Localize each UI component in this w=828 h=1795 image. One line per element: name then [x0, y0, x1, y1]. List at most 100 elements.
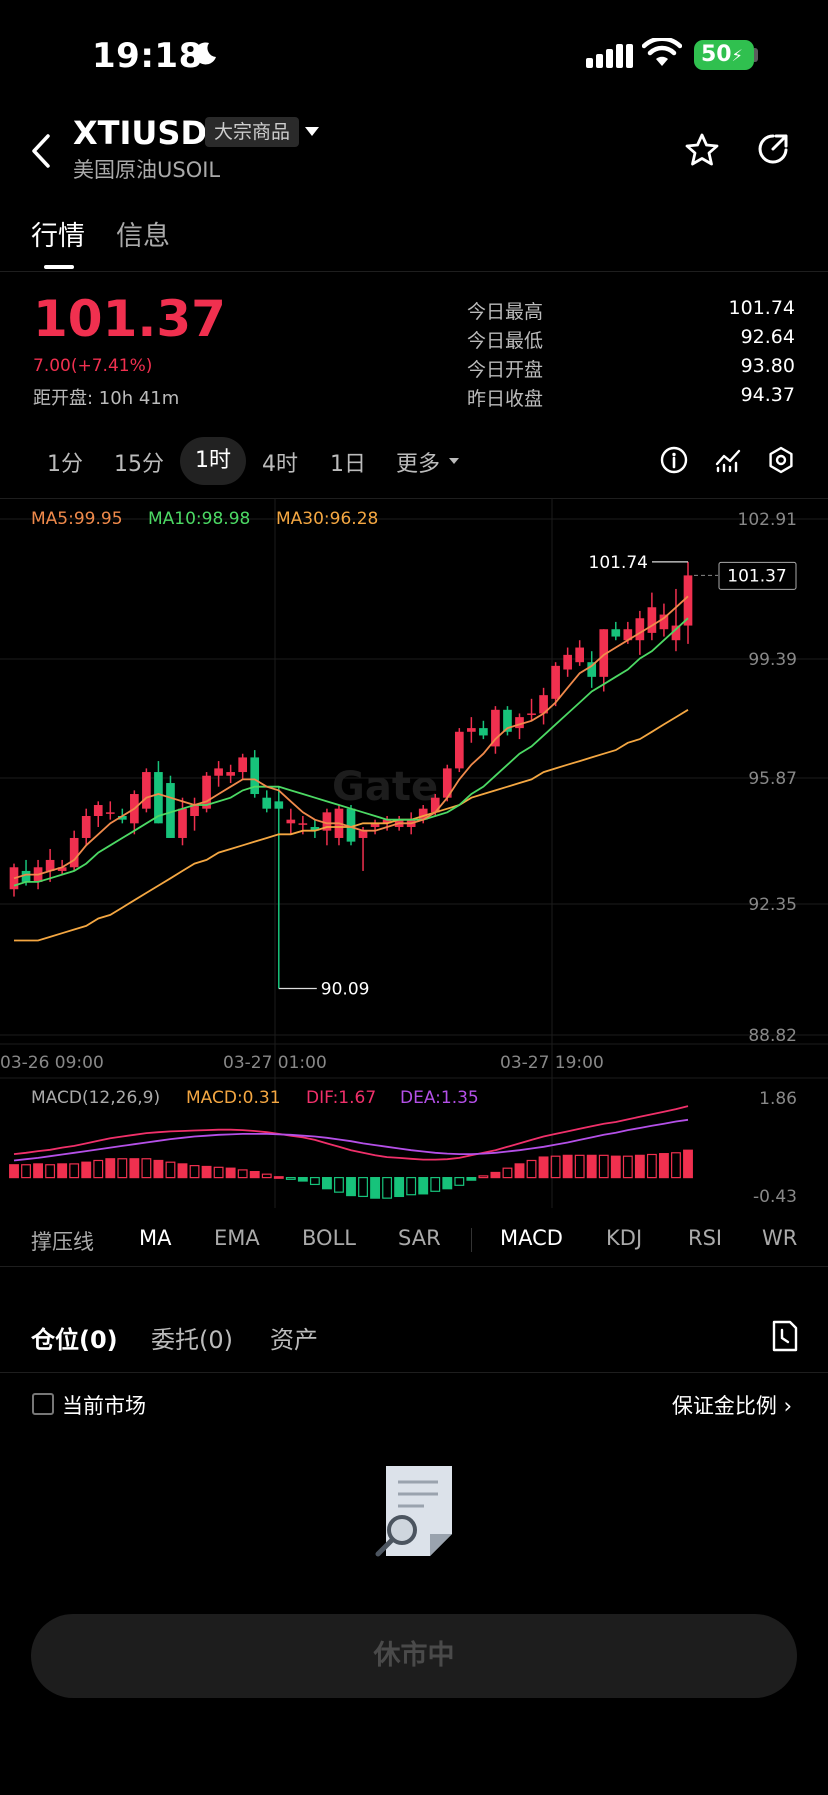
macd-histogram-bar: [598, 1154, 609, 1179]
x-axis-label: 03-27 19:00: [500, 1053, 604, 1073]
candle-body: [503, 709, 512, 732]
y-axis-label: 102.91: [738, 510, 797, 530]
candle-body: [671, 625, 681, 641]
indicator-support-resistance[interactable]: 撑压线: [31, 1230, 94, 1254]
symbol-dropdown-icon[interactable]: [305, 127, 319, 136]
indicator-boll[interactable]: BOLL: [302, 1226, 356, 1250]
macd-axis-label: 1.86: [759, 1089, 797, 1109]
macd-histogram-bar: [45, 1164, 56, 1179]
candle-body: [57, 867, 67, 871]
history-record-icon[interactable]: [771, 1320, 799, 1352]
tab-info[interactable]: 信息: [116, 221, 170, 252]
candle-body: [81, 816, 91, 838]
macd-histogram-bar: [177, 1163, 188, 1179]
macd-histogram-bar: [69, 1163, 80, 1179]
interval-1d[interactable]: 1日: [330, 452, 366, 477]
macd-histogram-bar: [370, 1176, 381, 1199]
macd-histogram-bar: [490, 1171, 501, 1179]
indicator-sar[interactable]: SAR: [398, 1226, 441, 1250]
tab-market[interactable]: 行情: [31, 221, 85, 252]
wifi-icon: [642, 38, 682, 66]
candle-body: [454, 731, 464, 769]
interval-1m[interactable]: 1分: [47, 452, 83, 477]
back-icon[interactable]: [30, 134, 52, 168]
share-icon[interactable]: [756, 132, 790, 166]
indicator-macd[interactable]: MACD: [500, 1226, 563, 1250]
interval-15m[interactable]: 15分: [114, 452, 164, 477]
macd-histogram-bar: [406, 1176, 417, 1196]
price-chart[interactable]: Gate 102.91 99.39 95.87 92.35 88.82 03-26 09:0…: [0, 498, 828, 1208]
candle-body: [491, 709, 500, 747]
candle-body: [467, 728, 476, 732]
interval-4h[interactable]: 4时: [262, 452, 298, 477]
indicator-settings-icon[interactable]: [714, 446, 742, 474]
indicator-kdj[interactable]: KDJ: [606, 1226, 643, 1250]
favorite-star-icon[interactable]: [684, 132, 720, 168]
tab-orders[interactable]: 委托(0): [151, 1326, 233, 1354]
dea-line: [13, 1118, 689, 1162]
indicator-wr[interactable]: WR: [762, 1226, 798, 1250]
macd-histogram-bar: [658, 1153, 669, 1179]
indicator-ma[interactable]: MA: [139, 1226, 172, 1250]
macd-histogram-bar: [117, 1158, 128, 1179]
macd-histogram-bar: [321, 1176, 332, 1190]
macd-histogram-bar: [562, 1154, 573, 1179]
dif-value: DIF:1.67: [306, 1088, 377, 1108]
x-axis-label: 03-26 09:00: [0, 1053, 104, 1073]
ma30-label: MA30:96.28: [276, 509, 379, 529]
interval-1h[interactable]: 1时: [180, 437, 246, 485]
margin-ratio-link[interactable]: 保证金比例 ›: [671, 1394, 792, 1418]
tab-assets[interactable]: 资产: [270, 1326, 318, 1354]
macd-histogram-bar: [201, 1165, 212, 1179]
macd-histogram-bar: [285, 1176, 296, 1180]
candle-body: [623, 629, 633, 641]
stat-label-prev-close: 昨日收盘: [467, 388, 544, 410]
macd-histogram-bar: [502, 1167, 513, 1179]
indicator-rsi[interactable]: RSI: [688, 1226, 723, 1250]
candle-body: [358, 830, 368, 838]
interval-more[interactable]: 更多: [396, 452, 441, 477]
candle-body: [298, 823, 308, 825]
macd-histogram-bar: [237, 1169, 248, 1179]
tab-positions[interactable]: 仓位(0): [31, 1326, 118, 1354]
candle-body: [370, 823, 380, 827]
macd-histogram-bar: [394, 1176, 405, 1198]
empty-document-icon: [375, 1466, 452, 1557]
divider: [0, 271, 828, 272]
macd-axis-label: -0.43: [753, 1187, 797, 1207]
stat-label-high: 今日最高: [467, 301, 544, 323]
indicator-separator: [471, 1228, 472, 1252]
candle-body: [346, 808, 356, 842]
candle-body: [527, 713, 536, 715]
macd-histogram-bar: [273, 1176, 284, 1179]
macd-histogram-bar: [683, 1149, 693, 1179]
candle-body: [418, 808, 428, 820]
symbol-title[interactable]: XTIUSD: [73, 114, 207, 152]
macd-histogram-bar: [430, 1176, 441, 1192]
stat-value-high: 101.74: [728, 297, 795, 319]
more-dropdown-icon[interactable]: [449, 458, 459, 464]
macd-histogram-bar: [622, 1155, 633, 1179]
last-price-tag: 101.37: [727, 566, 786, 586]
current-market-label[interactable]: 当前市场: [62, 1394, 146, 1418]
max-price-label: 101.74: [589, 553, 648, 573]
candle-body: [274, 801, 284, 809]
candle-body: [21, 870, 31, 882]
info-icon[interactable]: [660, 446, 688, 474]
macd-histogram-bar: [586, 1154, 597, 1179]
watermark-logo: Gate: [332, 764, 438, 810]
candle-body: [539, 695, 548, 714]
last-price: 101.37: [33, 290, 226, 348]
current-market-checkbox[interactable]: [32, 1393, 54, 1415]
battery-tip: [754, 48, 758, 62]
macd-histogram-bar: [514, 1163, 525, 1179]
candle-body: [551, 665, 560, 699]
chart-settings-icon[interactable]: [767, 446, 795, 474]
macd-histogram-bar: [213, 1166, 224, 1179]
macd-histogram-bar: [478, 1175, 489, 1179]
indicator-ema[interactable]: EMA: [214, 1226, 260, 1250]
candle-body: [166, 783, 175, 838]
stat-label-open: 今日开盘: [467, 359, 544, 381]
market-closed-button[interactable]: 休市中: [31, 1614, 797, 1698]
macd-histogram-bar: [309, 1176, 320, 1186]
